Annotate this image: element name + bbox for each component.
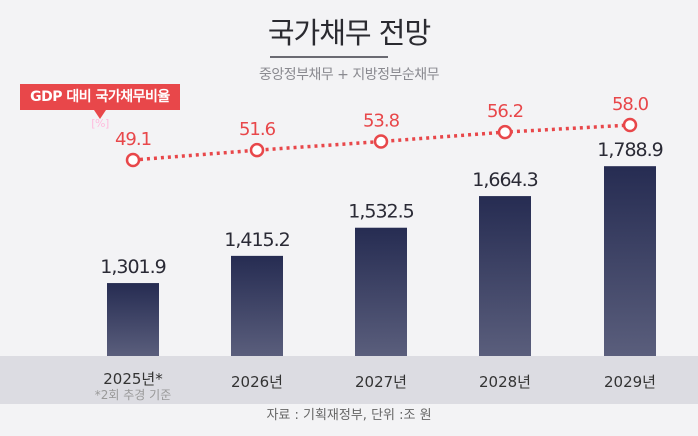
- axis-band: [0, 356, 698, 404]
- line-point: [622, 117, 638, 133]
- line-series: [132, 123, 631, 162]
- source-note: 자료 : 기획재정부, 단위 :조 원: [266, 408, 432, 423]
- chart-title: 국가채무 전망: [267, 16, 431, 50]
- legend-tag-pointer: [94, 110, 106, 119]
- bar-value-label: 1,301.9: [100, 256, 166, 278]
- line-point: [249, 142, 265, 158]
- bar: [231, 255, 283, 356]
- line-value-label: 53.8: [363, 111, 400, 132]
- category-note: *2회 추경 기준: [95, 388, 171, 402]
- line-value-label: 51.6: [239, 119, 276, 140]
- bar-value-label: 1,415.2: [224, 229, 290, 251]
- bar-value-label: 1,788.9: [597, 139, 663, 161]
- bar: [604, 166, 656, 356]
- title-underline: [270, 56, 388, 58]
- x-tick-label: 2029년: [604, 373, 656, 391]
- x-tick-label: 2026년: [231, 373, 283, 391]
- bar-value-label: 1,664.3: [472, 169, 538, 191]
- bar: [479, 196, 531, 356]
- chart-subtitle: 중앙정부채무 + 지방정부순채무: [258, 67, 440, 83]
- bar: [107, 283, 159, 356]
- line-series-name: GDP 대비 국가채무비율: [30, 89, 170, 105]
- line-point: [373, 134, 389, 149]
- line-value-label: 58.0: [612, 94, 649, 115]
- line-point: [125, 152, 141, 168]
- bar: [355, 227, 407, 356]
- line-legend-tag: GDP 대비 국가채무비율 [%]: [20, 84, 180, 130]
- line-value-label: 56.2: [487, 101, 523, 122]
- x-tick-label: 2027년: [355, 373, 407, 391]
- x-tick-label: 2025년*: [103, 370, 163, 388]
- line-point: [497, 124, 513, 140]
- bar-value-label: 1,532.5: [348, 201, 414, 223]
- line-value-label: 49.1: [115, 129, 151, 150]
- line-series-unit: [%]: [91, 117, 109, 130]
- x-tick-label: 2028년: [479, 373, 531, 391]
